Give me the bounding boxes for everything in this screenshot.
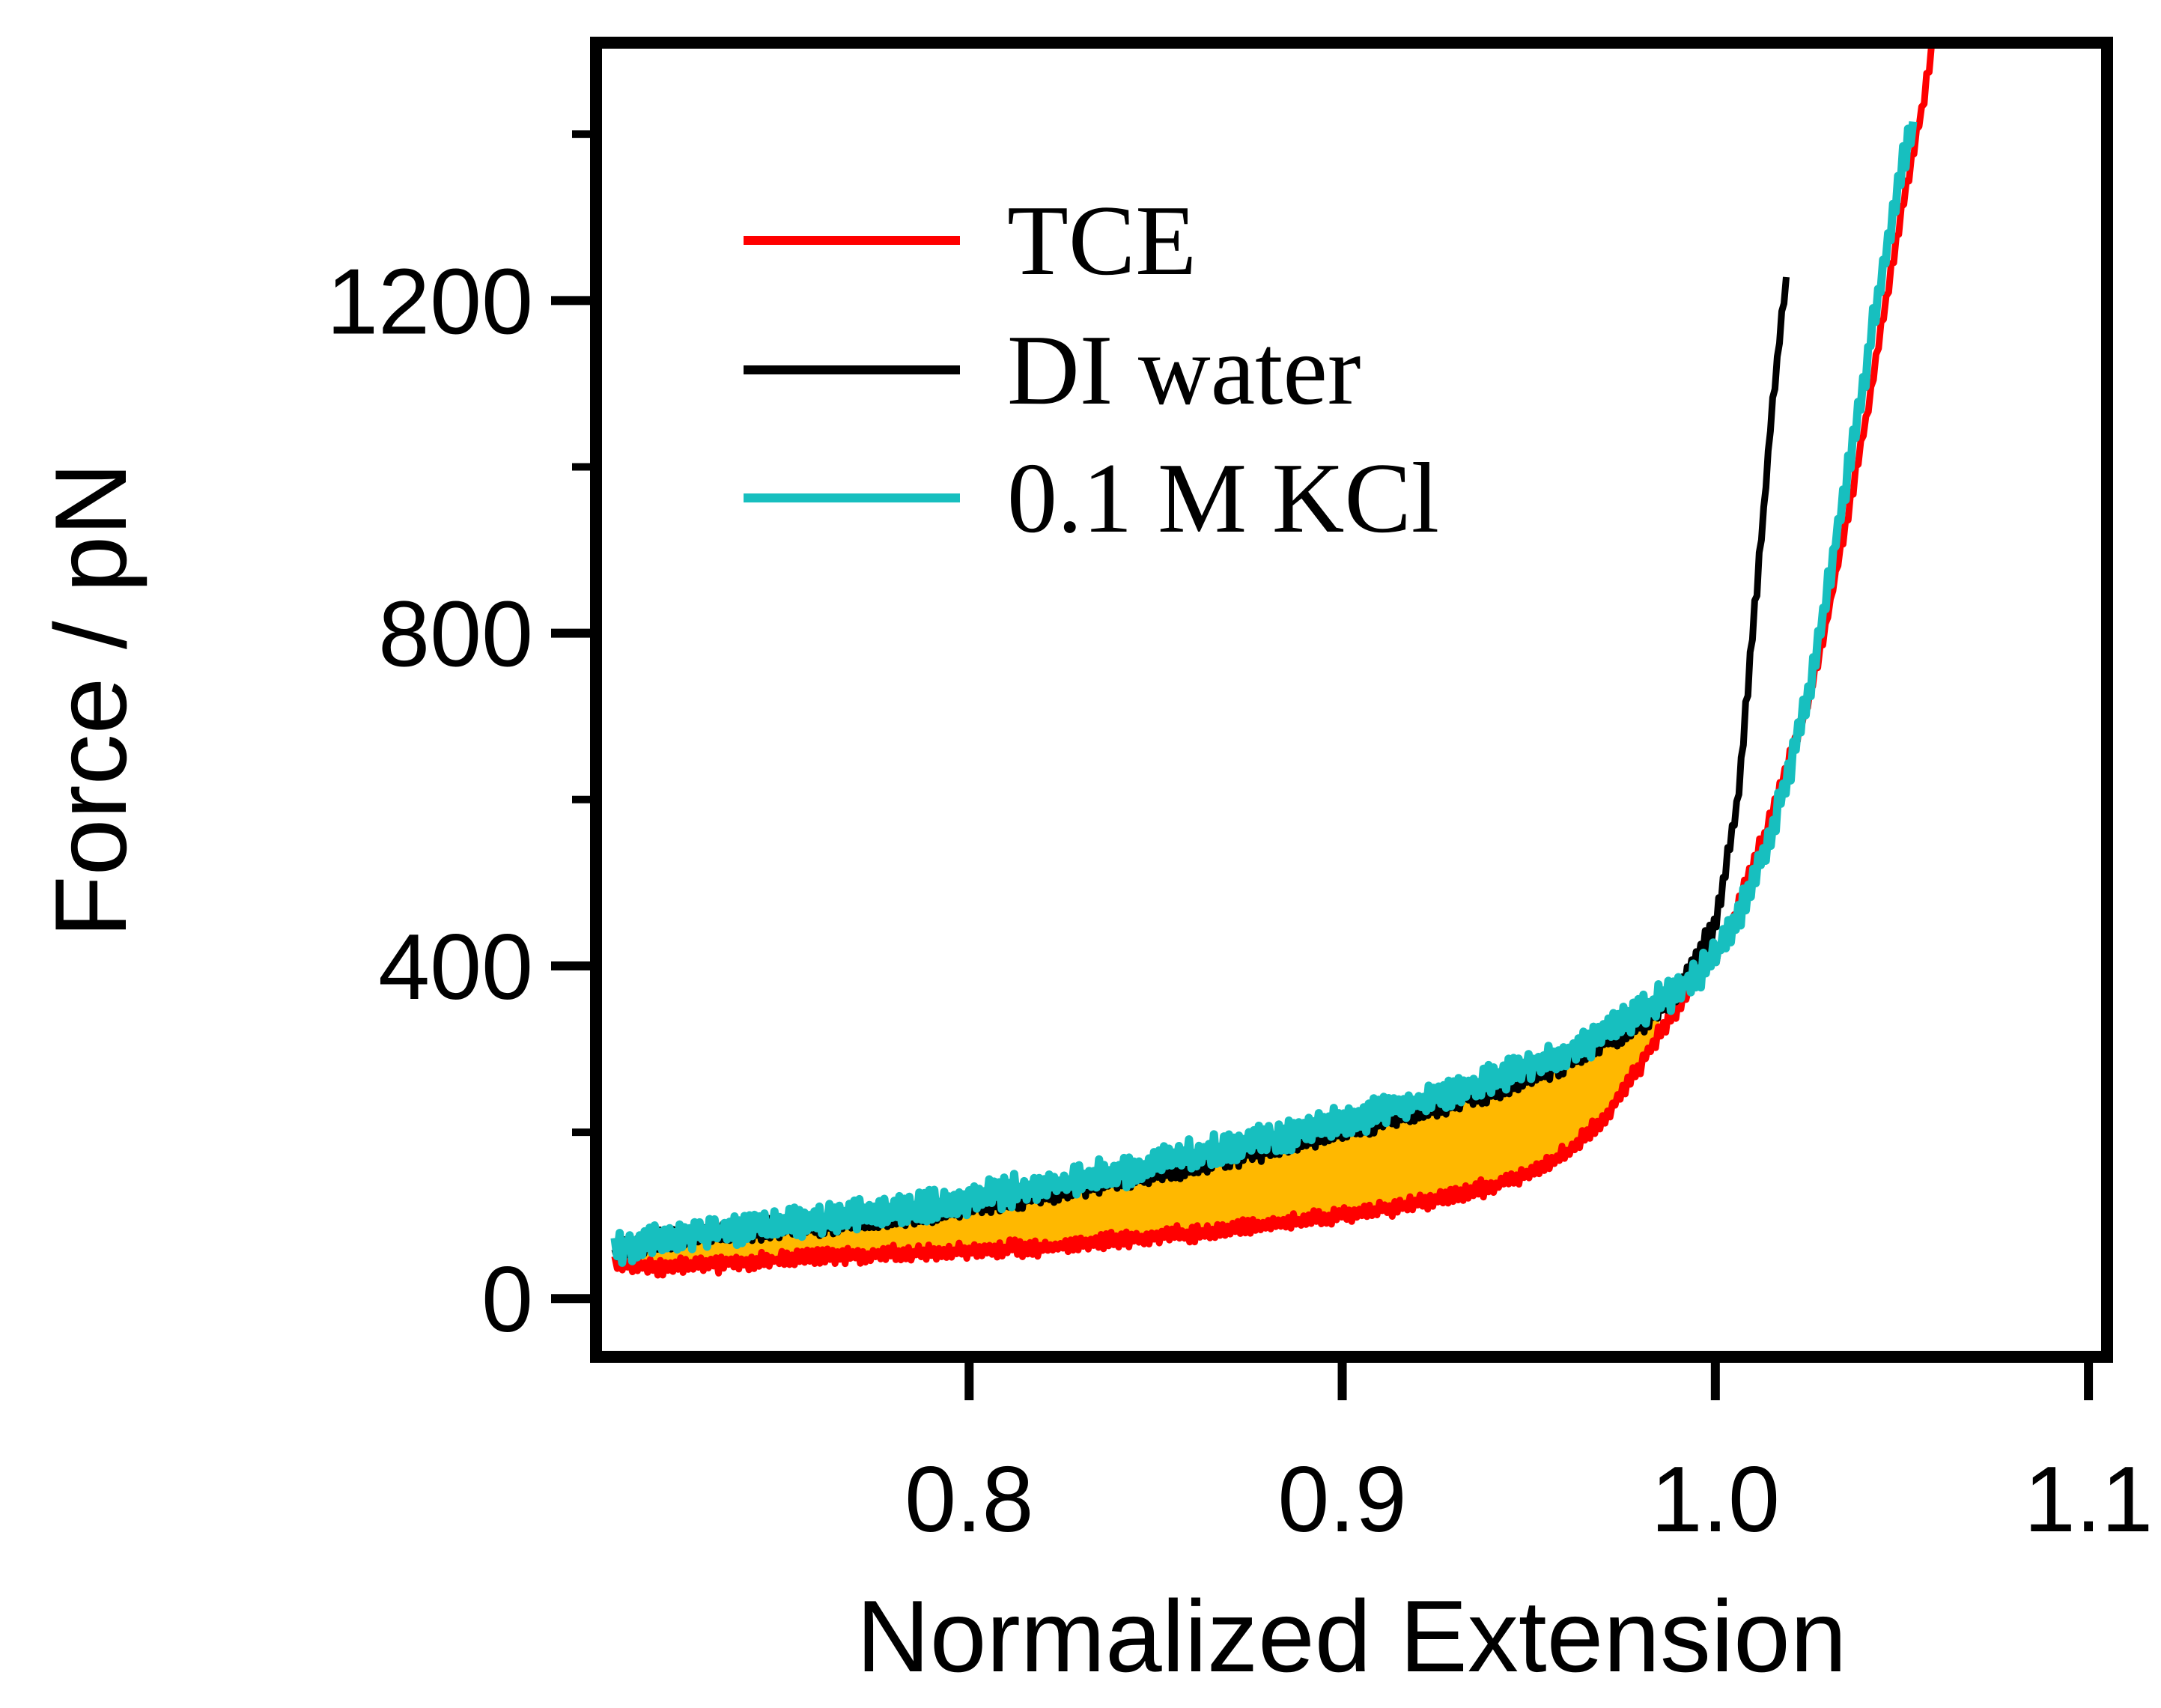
tick-layer xyxy=(551,130,2094,1400)
y-tick-label-1200: 1200 xyxy=(326,250,533,353)
series-layer xyxy=(610,42,1936,1279)
legend-label-di-water: DI water xyxy=(1007,314,1361,425)
x-axis-title: Normalized Extension xyxy=(857,1579,1847,1693)
legend: TCE DI water 0.1 M KCl xyxy=(744,185,1439,553)
x-tick-label-0-9: 0.9 xyxy=(1277,1448,1406,1552)
x-tick-label-1-0: 1.0 xyxy=(1651,1448,1780,1552)
y-tick-label-400: 400 xyxy=(378,916,533,1019)
plot-frame xyxy=(590,37,2113,1363)
x-tick-label-1-1: 1.1 xyxy=(2024,1448,2153,1552)
y-axis-title: Force / pN xyxy=(34,463,148,938)
series-line-0-1-m-kcl xyxy=(610,121,1918,1267)
series-line-tce xyxy=(611,42,1936,1279)
y-tick-label-800: 800 xyxy=(378,583,533,687)
y-tick-label-0: 0 xyxy=(481,1248,533,1352)
tick-label-layer: 0.8 0.9 1.0 1.1 0 400 800 1200 xyxy=(326,250,2153,1552)
legend-label-kcl: 0.1 M KCl xyxy=(1007,443,1439,553)
legend-label-tce: TCE xyxy=(1007,185,1197,296)
x-tick-label-0-8: 0.8 xyxy=(905,1448,1033,1552)
